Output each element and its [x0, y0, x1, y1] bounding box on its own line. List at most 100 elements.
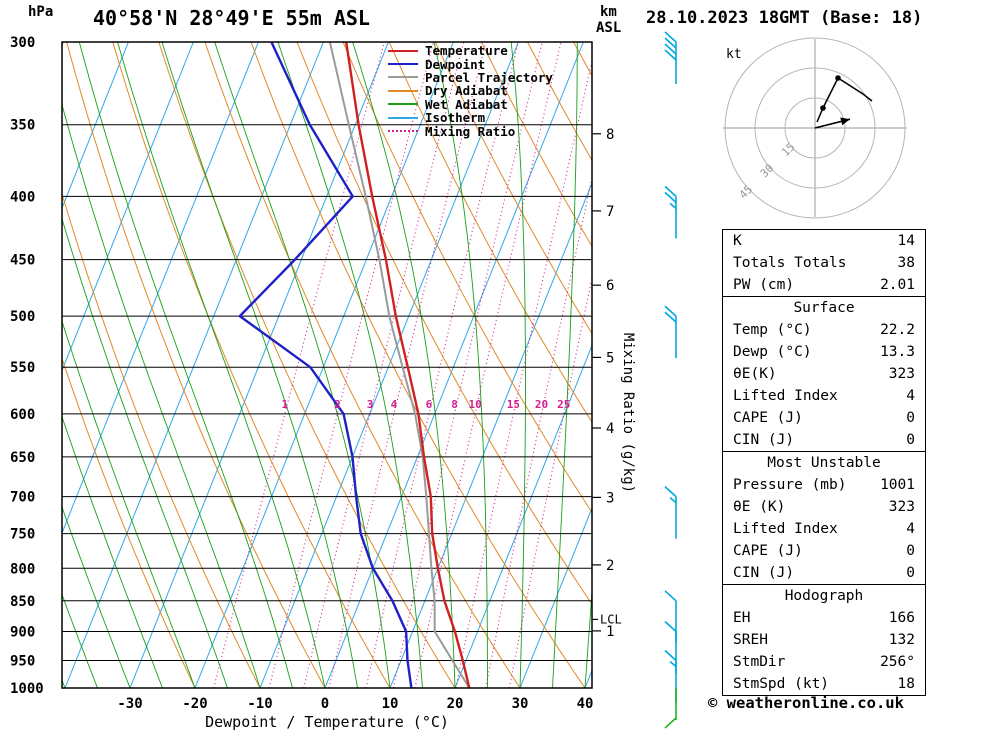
stat-value: 323: [888, 366, 915, 382]
stat-row: CIN (J) 0: [723, 429, 925, 451]
wind-barb: [664, 305, 677, 359]
km-tick-label: 8: [606, 127, 614, 143]
stat-value: 18: [897, 676, 915, 692]
barb-flag: [664, 649, 677, 662]
stat-value: 166: [888, 610, 915, 626]
km-tick-label: 5: [606, 350, 614, 366]
legend-item-dewpoint: Dewpoint: [388, 57, 553, 71]
dry-adiabat-line: [434, 42, 592, 335]
barb-half-flag: [669, 496, 677, 504]
barb-flag: [664, 590, 677, 602]
legend-swatch: [388, 76, 418, 79]
stat-label: CAPE (J): [733, 543, 803, 559]
hodograph-ring: [754, 67, 876, 189]
stat-value: 1001: [880, 477, 915, 493]
isotherm-line: [129, 42, 389, 688]
barb-half-flag: [669, 660, 677, 668]
wet-adiabat-line: [62, 505, 131, 688]
stat-value: 14: [897, 233, 915, 249]
copyright: © weatheronline.co.uk: [708, 694, 904, 712]
barb-half-flag: [669, 202, 677, 210]
stat-row: Lifted Index 4: [723, 518, 925, 540]
mixing-ratio-value: 4: [391, 398, 398, 411]
legend-label: Wet Adiabat: [425, 96, 508, 112]
mixing-ratio-value: 2: [334, 398, 341, 411]
hodograph-point: [835, 75, 841, 81]
parcel-trajectory-curve: [328, 42, 471, 688]
temp-tick-label: 20: [447, 696, 464, 712]
dry-adiabat-line: [62, 192, 261, 688]
stat-row: CAPE (J) 0: [723, 540, 925, 562]
lcl-label: LCL: [600, 612, 622, 626]
hodograph-unit-label: kt: [726, 47, 742, 62]
temp-tick-label: -20: [182, 696, 207, 712]
km-tick-label: 4: [606, 421, 614, 437]
pressure-tick-label: 850: [10, 594, 35, 610]
barb-flag: [664, 49, 677, 61]
temp-tick-label: -30: [117, 696, 142, 712]
barb-flag: [664, 717, 677, 729]
stat-label: K: [733, 233, 742, 249]
mixing-ratio-value: 6: [426, 398, 433, 411]
dewpoint-curve: [238, 42, 413, 688]
mixing-ratio-line: [268, 42, 434, 688]
stats-panel-indices: K 14 Totals Totals 38 PW (cm) 2.01: [722, 229, 926, 297]
mixing-ratio-line: [303, 42, 465, 688]
legend-swatch: [388, 116, 418, 119]
stat-value: 0: [906, 565, 915, 581]
station-title: 40°58'N 28°49'E 55m ASL: [93, 6, 370, 30]
dry-adiabat-line: [480, 42, 592, 248]
wet-adiabat-line: [62, 103, 261, 688]
stat-row: θE(K) 323: [723, 363, 925, 385]
isotherm-line: [194, 42, 454, 688]
pressure-unit-label: hPa: [28, 4, 53, 20]
mixing-ratio-line: [455, 59, 592, 688]
legend-item-temperature: Temperature: [388, 44, 553, 57]
stats-panel-hodograph: Hodograph EH 166 SREH 132 StmDir 256° StmSpd (k…: [722, 584, 926, 696]
mixing-ratio-line: [485, 176, 592, 688]
wet-adiabat-line: [117, 42, 326, 688]
mixing-ratio-value: 1: [281, 398, 288, 411]
pressure-tick-label: 1000: [10, 681, 44, 697]
stat-label: StmSpd (kt): [733, 676, 830, 692]
wet-adiabat-line: [62, 593, 98, 688]
stat-value: 256°: [880, 654, 915, 670]
temp-tick-labels: -30 -20 -10 0 10 20 30 40: [117, 696, 593, 712]
wet-adiabat-line: [62, 217, 228, 688]
isotherm-line: [259, 42, 519, 688]
stat-label: EH: [733, 610, 751, 626]
km-tick-label: 2: [606, 558, 614, 574]
stat-value: 13.3: [880, 344, 915, 360]
dry-adiabat-line: [342, 42, 592, 514]
mixing-ratio-line: [365, 42, 519, 688]
asl-axis-label: ASL: [596, 20, 621, 36]
legend-swatch: [388, 49, 418, 52]
wind-barb: [664, 688, 677, 729]
plot-border: [61, 41, 593, 689]
mixing-ratio-value: 3: [367, 398, 374, 411]
pressure-tick-label: 900: [10, 625, 35, 641]
pressure-tick-label: 550: [10, 360, 35, 376]
storm-motion-arrowhead: [840, 117, 850, 126]
barb-flag: [664, 37, 677, 49]
km-tick-label: 3: [606, 490, 614, 506]
wet-adiabat-line: [352, 42, 456, 688]
plot-area: [62, 42, 592, 688]
stats-panel-surface: Surface Temp (°C) 22.2 Dewp (°C) 13.3 θE(K) 32…: [722, 296, 926, 452]
legend-swatch: [388, 103, 418, 106]
stat-label: Dewp (°C): [733, 344, 812, 360]
isotherm-line: [62, 42, 129, 210]
temp-tick-label: -10: [247, 696, 272, 712]
stat-row: StmDir 256°: [723, 651, 925, 673]
legend-item-parcel-trajectory: Parcel Trajectory: [388, 71, 553, 84]
legend-label: Temperature: [425, 43, 508, 59]
stat-row: CIN (J) 0: [723, 562, 925, 584]
legend-label: Mixing Ratio: [425, 123, 516, 139]
stat-value: 38: [897, 255, 915, 271]
barb-flag: [664, 305, 677, 317]
hodograph-ring-label: 30: [758, 162, 777, 181]
mixing-ratio-value: 20: [535, 398, 548, 411]
